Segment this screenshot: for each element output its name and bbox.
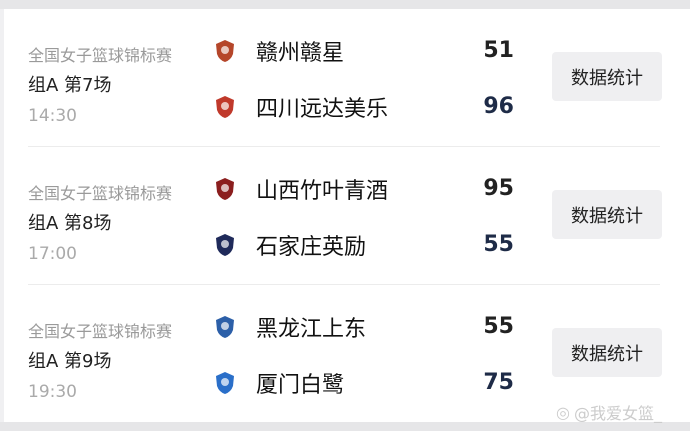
away-team[interactable]: 四川远达美乐 bbox=[214, 92, 388, 122]
home-team-logo-icon bbox=[214, 39, 236, 63]
home-score: 95 bbox=[483, 176, 514, 201]
away-team[interactable]: 厦门白鹭 bbox=[214, 368, 344, 398]
stats-button[interactable]: 数据统计 bbox=[552, 52, 662, 101]
home-team-name: 赣州赣星 bbox=[256, 41, 345, 66]
top-separator bbox=[0, 0, 690, 9]
bottom-separator bbox=[0, 422, 690, 431]
match-round: 组A 第7场 bbox=[28, 75, 112, 96]
home-team[interactable]: 黑龙江上东 bbox=[214, 312, 366, 342]
match-row: 全国女子篮球锦标赛 组A 第7场 14:30 赣州赣星 四川远达美乐 51 96… bbox=[0, 9, 690, 147]
stats-button[interactable]: 数据统计 bbox=[552, 190, 662, 239]
away-team-logo-icon bbox=[214, 95, 236, 119]
home-team-logo-icon bbox=[214, 315, 236, 339]
away-team-logo-icon bbox=[214, 371, 236, 395]
competition-name: 全国女子篮球锦标赛 bbox=[28, 184, 173, 203]
home-score: 51 bbox=[483, 38, 514, 63]
away-team-name: 厦门白鹭 bbox=[256, 373, 345, 398]
away-team-name: 石家庄英励 bbox=[256, 235, 367, 260]
match-row: 全国女子篮球锦标赛 组A 第9场 19:30 黑龙江上东 厦门白鹭 55 75 … bbox=[0, 285, 690, 423]
row-divider bbox=[28, 284, 660, 285]
competition-name: 全国女子篮球锦标赛 bbox=[28, 46, 173, 65]
watermark-text: @我爱女篮_ bbox=[573, 404, 662, 423]
away-score: 75 bbox=[483, 370, 514, 395]
left-edge bbox=[0, 9, 4, 422]
watermark: ◎ @我爱女篮_ bbox=[556, 400, 662, 424]
away-team-name: 四川远达美乐 bbox=[256, 97, 389, 122]
match-round: 组A 第8场 bbox=[28, 213, 112, 234]
match-round: 组A 第9场 bbox=[28, 351, 112, 372]
match-time: 14:30 bbox=[28, 106, 77, 126]
home-team-name: 黑龙江上东 bbox=[256, 317, 367, 342]
away-team[interactable]: 石家庄英励 bbox=[214, 230, 366, 260]
home-team[interactable]: 赣州赣星 bbox=[214, 36, 344, 66]
match-time: 19:30 bbox=[28, 382, 77, 402]
match-row: 全国女子篮球锦标赛 组A 第8场 17:00 山西竹叶青酒 石家庄英励 95 5… bbox=[0, 147, 690, 285]
away-score: 55 bbox=[483, 232, 514, 257]
home-team-logo-icon bbox=[214, 177, 236, 201]
home-score: 55 bbox=[483, 314, 514, 339]
away-team-logo-icon bbox=[214, 233, 236, 257]
stats-button[interactable]: 数据统计 bbox=[552, 328, 662, 377]
home-team[interactable]: 山西竹叶青酒 bbox=[214, 174, 388, 204]
away-score: 96 bbox=[483, 94, 514, 119]
home-team-name: 山西竹叶青酒 bbox=[256, 179, 389, 204]
competition-name: 全国女子篮球锦标赛 bbox=[28, 322, 173, 341]
row-divider bbox=[28, 146, 660, 147]
match-time: 17:00 bbox=[28, 244, 77, 264]
weibo-icon: ◎ bbox=[556, 402, 570, 422]
